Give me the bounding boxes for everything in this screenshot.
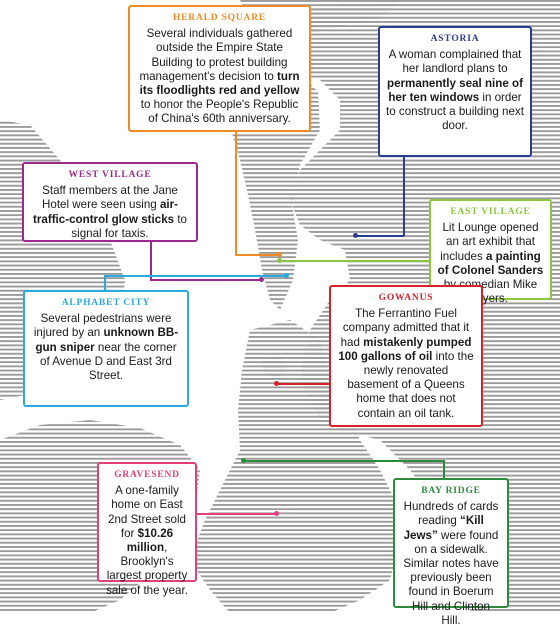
callout-highlight: air-traffic-control glow sticks	[33, 198, 178, 226]
leader-astoria-h	[356, 235, 404, 237]
callout-text-run: in order to construct a building next do…	[386, 90, 524, 133]
callout-text-run: were found on a sidewalk. Similar notes …	[403, 528, 499, 627]
callout-text: Staff members at the Jane Hotel were see…	[33, 184, 187, 240]
callout-highlight: $10.26 million	[126, 526, 174, 555]
callout-title: GRAVESEND	[114, 470, 180, 480]
callout-text: The Ferrantino Fuel company admitted tha…	[338, 307, 473, 419]
marker-gravesend	[274, 511, 279, 516]
leader-gravesend-h	[196, 513, 276, 515]
leader-bay-ridge-h	[244, 460, 444, 462]
callout-title: GOWANUS	[378, 293, 434, 303]
callout-text-run: near the corner of Avenue D and East 3rd…	[40, 340, 177, 383]
callout-highlight: a painting of Colonel Sanders	[437, 249, 544, 277]
leader-west-village-h	[150, 279, 260, 281]
callout-highlight: unknown BB-gun sniper	[35, 326, 179, 354]
callout-gravesend: GRAVESEND A one-family home on East 2nd …	[97, 462, 197, 597]
marker-gowanus	[274, 381, 279, 386]
callout-bay-ridge: BAY RIDGE Hundreds of cards reading “Kil…	[393, 478, 509, 627]
callout-text-run: Several pedestrians were injured by an	[33, 312, 172, 340]
callout-text-run: to signal for taxis.	[71, 212, 187, 240]
leader-alphabet-city-h	[104, 275, 286, 277]
marker-west-village	[259, 277, 264, 282]
callout-highlight: permanently seal nine of her ten windows	[387, 76, 523, 104]
callout-highlight: “Kill Jews”	[403, 514, 484, 542]
leader-west-village-v	[150, 240, 152, 280]
callout-text: A woman complained that her landlord pla…	[386, 48, 524, 132]
callout-text-run: Several individuals gathered outside the…	[139, 27, 293, 83]
callout-gowanus: GOWANUS The Ferrantino Fuel company admi…	[329, 285, 483, 427]
callout-text-run: into the newly renovated basement of a Q…	[347, 349, 474, 420]
callout-text-run: A one-family home on East 2nd Street sol…	[108, 484, 186, 540]
callout-astoria: ASTORIA A woman complained that her land…	[378, 26, 532, 157]
callout-title: WEST VILLAGE	[68, 170, 152, 180]
marker-alphabet-city	[284, 273, 289, 278]
leader-herald-square-v	[235, 131, 237, 255]
callout-text-run: Hundreds of cards reading	[403, 500, 499, 528]
marker-east-village	[277, 258, 282, 263]
callout-text-run: , Brooklyn's largest property sale of th…	[106, 541, 188, 597]
callout-west-village: WEST VILLAGE Staff members at the Jane H…	[22, 162, 198, 242]
callout-title: EAST VILLAGE	[450, 207, 531, 217]
callout-text: A one-family home on East 2nd Street sol…	[106, 484, 188, 596]
callout-title: HERALD SQUARE	[172, 13, 266, 23]
callout-title: ALPHABET CITY	[61, 298, 151, 308]
leader-bay-ridge-v	[443, 460, 445, 480]
callout-herald-square: HERALD SQUARE Several individuals gather…	[128, 5, 311, 132]
leader-astoria-v	[403, 156, 405, 236]
callout-text: Several individuals gathered outside the…	[139, 27, 299, 125]
callout-alphabet-city: ALPHABET CITY Several pedestrians were i…	[23, 290, 189, 407]
callout-text: Hundreds of cards reading “Kill Jews” we…	[403, 500, 498, 627]
callout-text: Several pedestrians were injured by an u…	[34, 312, 178, 382]
marker-bay-ridge	[241, 458, 246, 463]
marker-herald-square	[277, 252, 282, 257]
callout-highlight: turn its floodlights red and yellow	[139, 69, 300, 98]
island-landmass	[262, 355, 288, 378]
callout-text-run: A woman complained that her landlord pla…	[388, 48, 522, 76]
leader-herald-square-h	[235, 254, 279, 256]
callout-highlight: mistakenly pumped 100 gallons of oil	[338, 335, 472, 363]
leader-east-village-h	[280, 260, 430, 262]
brooklyn-landmass	[190, 320, 400, 613]
leader-alphabet-city-v	[104, 275, 106, 291]
callout-title: BAY RIDGE	[421, 486, 481, 496]
marker-astoria	[353, 233, 358, 238]
leader-gowanus-h	[277, 383, 330, 385]
callout-text-run: The Ferrantino Fuel company admitted tha…	[340, 307, 470, 349]
callout-title: ASTORIA	[430, 34, 480, 44]
callout-text-run: Lit Lounge opened an art exhibit that in…	[440, 221, 539, 263]
callout-text-run: to honor the People's Republic of China'…	[140, 98, 299, 126]
callout-text-run: Staff members at the Jane Hotel were see…	[42, 184, 178, 212]
